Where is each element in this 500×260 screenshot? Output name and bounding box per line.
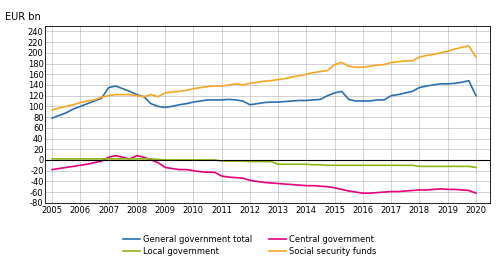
Social security funds [416, 56, 422, 59]
Local government [49, 157, 55, 160]
Central government [112, 154, 118, 157]
General government total [466, 79, 472, 82]
Central government [49, 168, 55, 171]
Social security funds [473, 56, 479, 59]
General government total [198, 99, 203, 102]
Local government [198, 158, 203, 161]
Central government [430, 188, 436, 191]
General government total [275, 101, 281, 104]
Social security funds [134, 94, 140, 97]
Local government [148, 157, 154, 160]
Social security funds [148, 93, 154, 96]
General government total [148, 102, 154, 105]
General government total [134, 93, 140, 96]
Local government [473, 166, 479, 169]
General government total [473, 94, 479, 97]
Line: Local government: Local government [52, 159, 476, 167]
Legend: General government total, Local government, Central government, Social security : General government total, Local governme… [124, 235, 376, 256]
Local government [304, 163, 310, 166]
Line: Central government: Central government [52, 156, 476, 193]
General government total [49, 116, 55, 120]
Central government [473, 192, 479, 195]
Central government [360, 192, 366, 195]
Line: General government total: General government total [52, 81, 476, 118]
Social security funds [49, 109, 55, 112]
Social security funds [304, 73, 310, 76]
Central government [310, 184, 316, 187]
Central government [282, 183, 288, 186]
Central government [204, 171, 210, 174]
Social security funds [198, 86, 203, 89]
Central government [141, 156, 147, 159]
Central government [155, 161, 161, 164]
Social security funds [275, 78, 281, 81]
Local government [134, 157, 140, 160]
Text: EUR bn: EUR bn [5, 12, 41, 22]
Local government [416, 165, 422, 168]
Line: Social security funds: Social security funds [52, 46, 476, 110]
Social security funds [466, 44, 472, 47]
General government total [416, 86, 422, 89]
Local government [275, 163, 281, 166]
General government total [304, 99, 310, 102]
